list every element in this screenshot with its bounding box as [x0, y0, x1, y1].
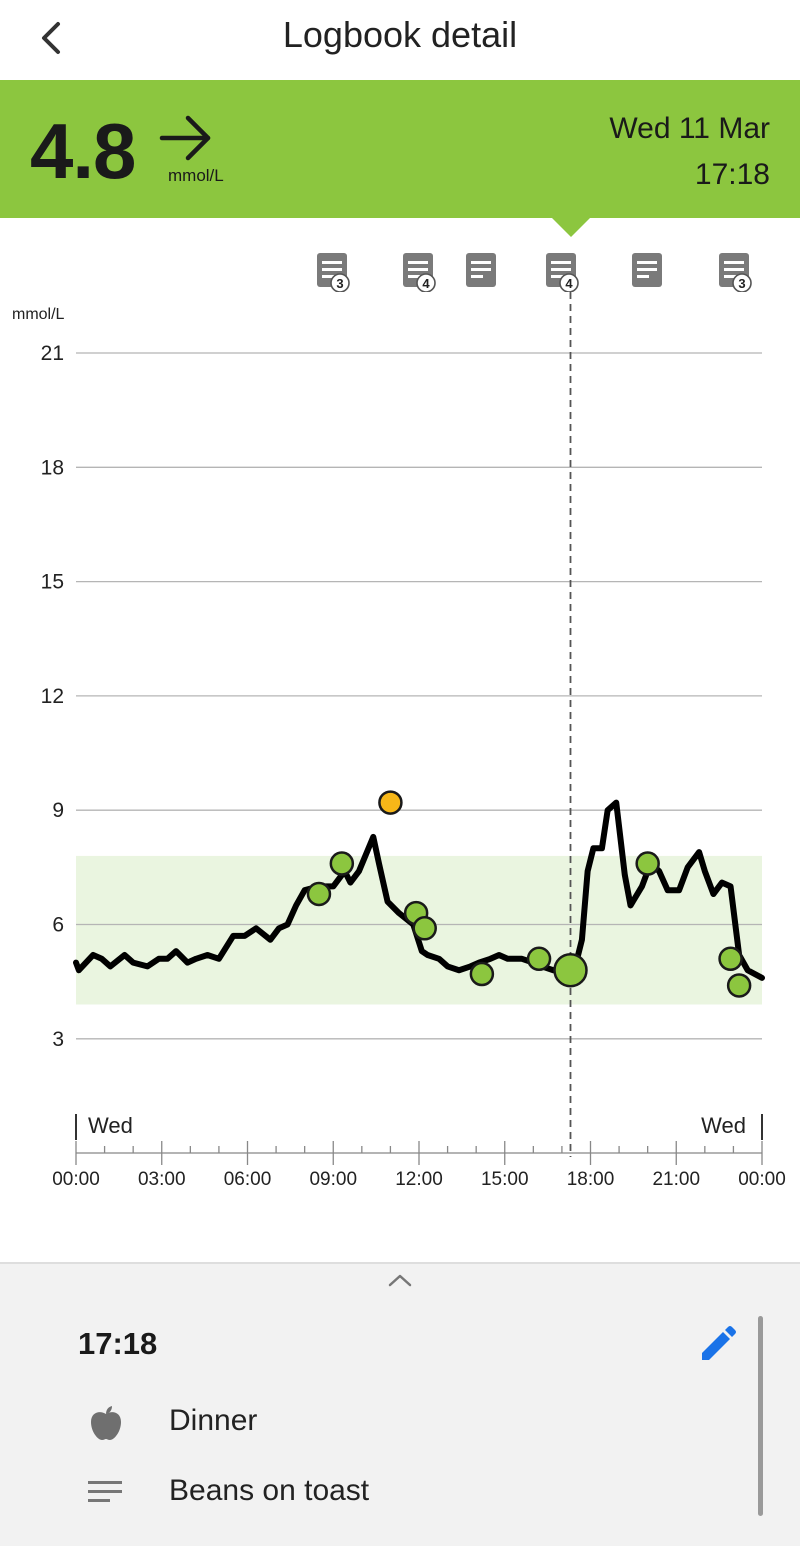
scan-point[interactable]	[412, 916, 437, 941]
meal-type-label: Dinner	[169, 1404, 258, 1437]
x-tick-label: 15:00	[481, 1169, 529, 1190]
apple-icon	[91, 1406, 121, 1440]
page-title: Logbook detail	[282, 14, 518, 55]
back-arrow-icon[interactable]	[28, 14, 76, 62]
day-start-label: Wed	[88, 1113, 133, 1138]
app-bar: Logbook detail	[0, 0, 800, 80]
note-badge-count: 3	[738, 276, 745, 291]
y-tick-label: 3	[52, 1028, 64, 1051]
high-scan-point[interactable]	[378, 790, 403, 815]
chevron-up-icon[interactable]	[384, 1270, 416, 1290]
banner-pointer	[552, 218, 590, 237]
scan-point[interactable]	[718, 946, 743, 972]
reading-time: 17:18	[694, 158, 770, 191]
note-icon[interactable]: 3	[316, 252, 351, 292]
entry-detail-sheet	[0, 1262, 800, 1546]
day-end-label: Wed	[701, 1113, 746, 1138]
scan-point[interactable]	[635, 851, 660, 876]
note-icon[interactable]	[465, 252, 499, 292]
x-tick-label: 03:00	[138, 1169, 186, 1190]
x-tick-label: 12:00	[395, 1169, 443, 1190]
selected-scan-point[interactable]	[553, 952, 588, 988]
glucose-unit: mmol/L	[168, 166, 224, 185]
note-text: Beans on toast	[169, 1474, 370, 1507]
trend-steady-arrow-icon	[159, 115, 211, 161]
y-tick-label: 9	[52, 799, 64, 822]
note-badge-count: 3	[337, 276, 344, 291]
note-icon[interactable]: 4	[402, 252, 436, 292]
edit-pencil-icon[interactable]	[694, 1322, 740, 1368]
scan-point[interactable]	[306, 881, 332, 907]
scan-point[interactable]	[726, 973, 752, 998]
x-tick-label: 09:00	[309, 1169, 357, 1190]
scan-point[interactable]	[526, 946, 552, 972]
note-icon[interactable]	[631, 252, 665, 292]
notes-icon	[88, 1481, 122, 1502]
note-badge-count: 4	[422, 276, 430, 291]
scan-point[interactable]	[329, 851, 355, 876]
scan-point[interactable]	[469, 961, 495, 987]
y-tick-label: 15	[41, 571, 64, 594]
y-tick-label: 12	[41, 685, 64, 708]
y-axis-unit-label: mmol/L	[12, 306, 65, 323]
glucose-chart[interactable]: mmol/L 21 18 15 12 9 6 3 00:00 03:00 06:00 09:00 12…	[0, 290, 800, 1210]
y-tick-label: 21	[41, 342, 64, 365]
x-tick-label: 18:00	[567, 1169, 615, 1190]
reading-date: Wed 11 Mar	[609, 112, 770, 145]
glucose-value: 4.8	[30, 107, 136, 195]
y-tick-label: 18	[41, 456, 64, 479]
note-badge-count: 4	[565, 276, 573, 291]
note-icon[interactable]: 4	[545, 252, 579, 292]
glucose-banner	[0, 80, 800, 218]
y-tick-label: 6	[52, 914, 64, 937]
note-icon[interactable]: 3	[718, 252, 752, 292]
entry-time: 17:18	[78, 1326, 158, 1361]
x-tick-label: 00:00	[52, 1169, 100, 1190]
x-tick-label: 06:00	[224, 1169, 272, 1190]
x-tick-label: 21:00	[652, 1169, 700, 1190]
x-tick-label: 00:00	[738, 1169, 786, 1190]
scrollbar[interactable]	[758, 1316, 763, 1516]
